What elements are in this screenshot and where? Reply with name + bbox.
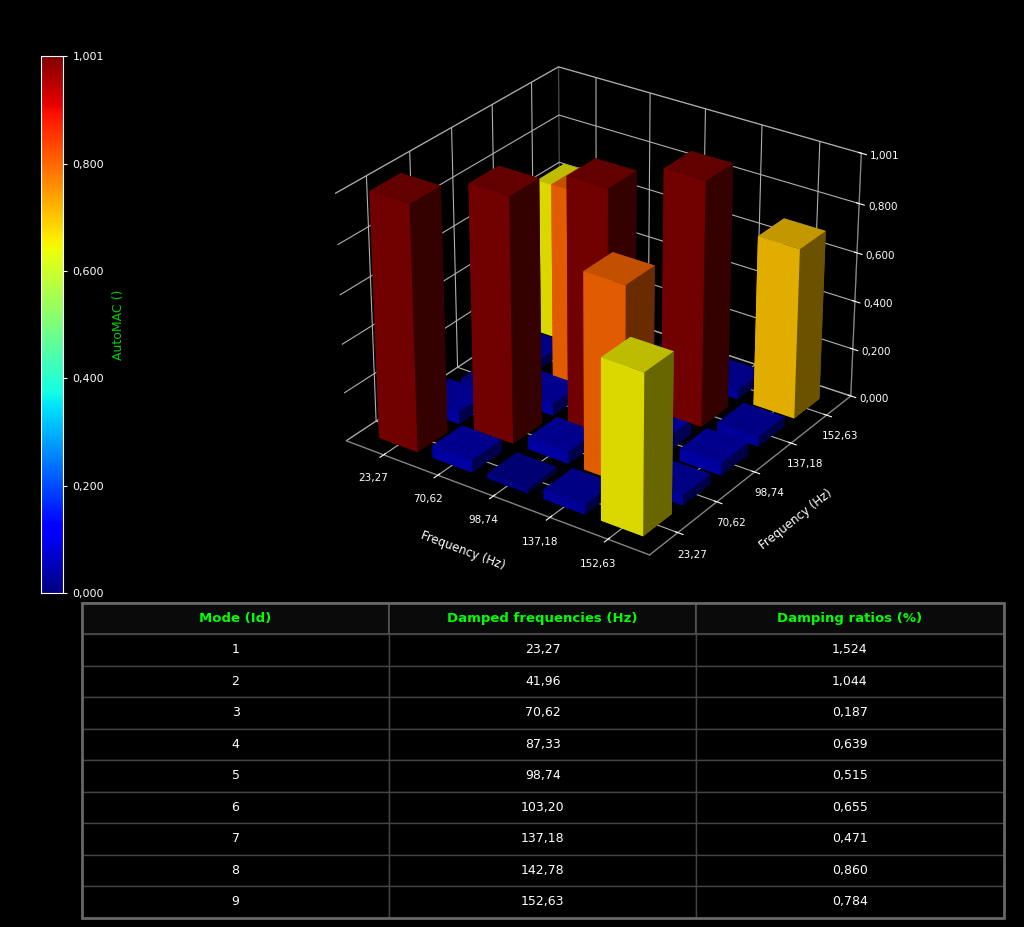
Bar — [82, 855, 389, 886]
Bar — [82, 729, 389, 760]
Bar — [389, 792, 696, 823]
Bar — [82, 634, 389, 666]
Bar — [389, 855, 696, 886]
Text: 5: 5 — [231, 769, 240, 782]
Text: 98,74: 98,74 — [525, 769, 560, 782]
Bar — [696, 666, 1004, 697]
Bar — [82, 603, 389, 634]
Text: 0,187: 0,187 — [831, 706, 868, 719]
Bar — [696, 729, 1004, 760]
Bar — [696, 823, 1004, 855]
Y-axis label: Frequency (Hz): Frequency (Hz) — [758, 487, 836, 552]
Bar — [82, 666, 389, 697]
Text: 1,044: 1,044 — [833, 675, 867, 688]
Bar — [696, 886, 1004, 918]
X-axis label: Frequency (Hz): Frequency (Hz) — [419, 529, 507, 573]
Bar — [696, 792, 1004, 823]
Text: 0,471: 0,471 — [833, 832, 867, 845]
Text: 0,860: 0,860 — [831, 864, 868, 877]
Text: 2: 2 — [231, 675, 240, 688]
Bar — [389, 729, 696, 760]
Bar — [82, 792, 389, 823]
Text: 1,524: 1,524 — [833, 643, 867, 656]
Bar — [696, 697, 1004, 729]
Text: 7: 7 — [231, 832, 240, 845]
Bar — [82, 697, 389, 729]
Text: 0,655: 0,655 — [831, 801, 868, 814]
Text: 23,27: 23,27 — [525, 643, 560, 656]
Text: 6: 6 — [231, 801, 240, 814]
Bar — [389, 603, 696, 634]
Text: 103,20: 103,20 — [521, 801, 564, 814]
Bar — [696, 855, 1004, 886]
Text: Damped frequencies (Hz): Damped frequencies (Hz) — [447, 612, 638, 625]
Bar — [696, 760, 1004, 792]
Text: 0,639: 0,639 — [833, 738, 867, 751]
Bar — [389, 634, 696, 666]
Bar — [389, 886, 696, 918]
Text: Mode (Id): Mode (Id) — [200, 612, 271, 625]
Bar — [389, 666, 696, 697]
Text: Damping ratios (%): Damping ratios (%) — [777, 612, 923, 625]
Text: 70,62: 70,62 — [525, 706, 560, 719]
Bar — [696, 634, 1004, 666]
Bar — [696, 603, 1004, 634]
Text: 9: 9 — [231, 895, 240, 908]
Text: 0,515: 0,515 — [831, 769, 868, 782]
Bar — [82, 760, 389, 792]
Y-axis label: AutoMAC (): AutoMAC () — [113, 289, 126, 360]
Text: 87,33: 87,33 — [525, 738, 560, 751]
Bar — [82, 823, 389, 855]
Bar — [389, 697, 696, 729]
Text: 137,18: 137,18 — [521, 832, 564, 845]
Text: 142,78: 142,78 — [521, 864, 564, 877]
Text: 4: 4 — [231, 738, 240, 751]
Bar — [389, 760, 696, 792]
Text: 8: 8 — [231, 864, 240, 877]
Text: 41,96: 41,96 — [525, 675, 560, 688]
Text: 1: 1 — [231, 643, 240, 656]
Text: 3: 3 — [231, 706, 240, 719]
Text: 152,63: 152,63 — [521, 895, 564, 908]
Bar — [389, 823, 696, 855]
Text: 0,784: 0,784 — [831, 895, 868, 908]
Bar — [82, 886, 389, 918]
